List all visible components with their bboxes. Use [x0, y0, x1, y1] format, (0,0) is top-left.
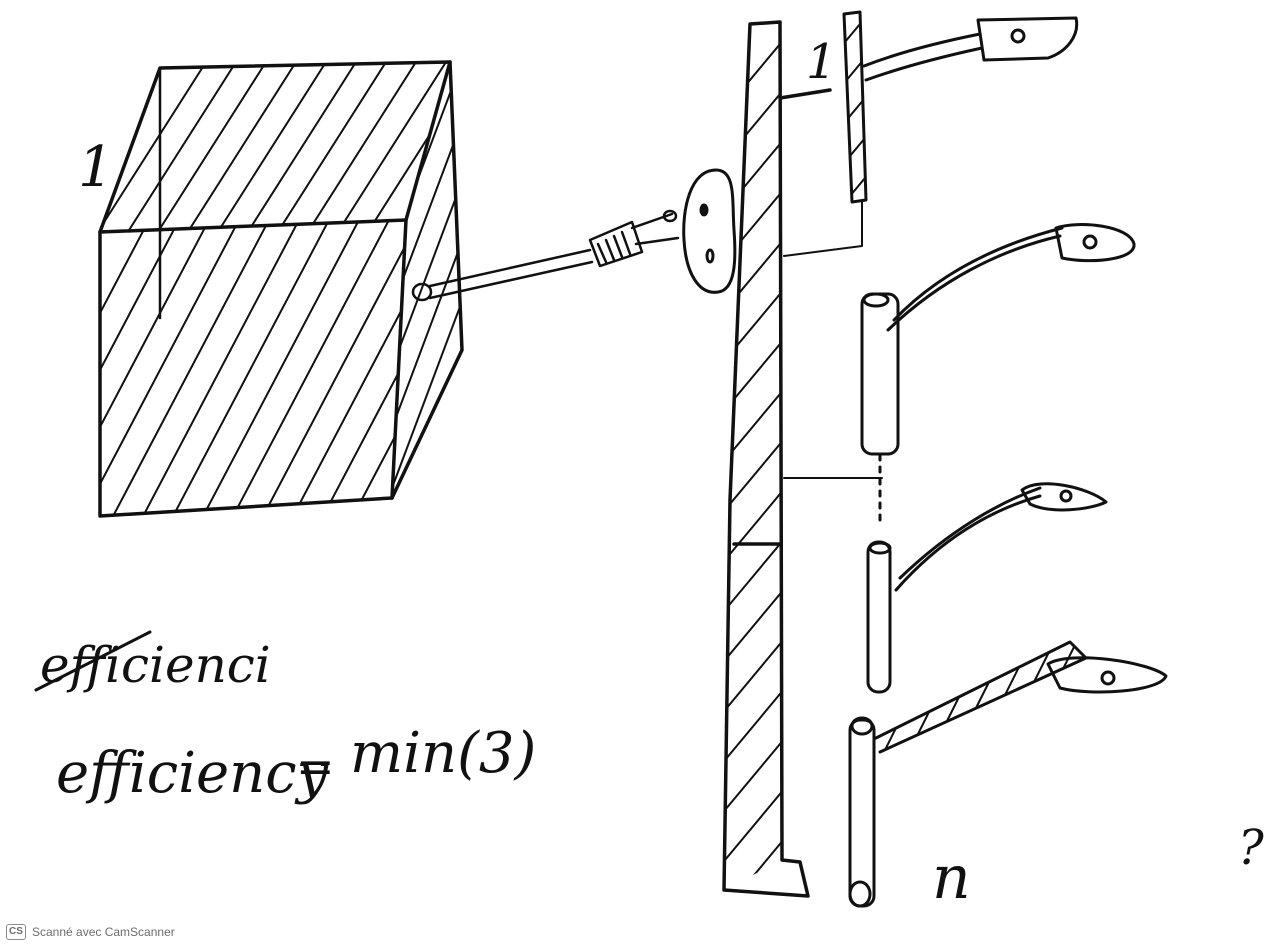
pole-wires: [783, 199, 883, 522]
scanner-text: Scanné avec CamScanner: [32, 925, 175, 939]
camscanner-logo: CS: [6, 924, 26, 940]
efficiency-formula: efficiency = min(3): [56, 721, 536, 806]
cube-outline: [98, 60, 464, 518]
crossed-out-word: efficienci: [34, 630, 271, 694]
street-lamp-n: [848, 640, 1168, 908]
formula-equals: =: [296, 739, 335, 793]
formula-left: efficiency: [56, 741, 330, 806]
top-lamp-label: 1: [806, 34, 837, 90]
cube: [98, 60, 464, 518]
corner-question-mark: ?: [1238, 820, 1264, 876]
crossed-word-text: efficienci: [40, 636, 271, 694]
street-lamp-1: [842, 10, 1079, 204]
bottom-label-n: n: [932, 843, 971, 913]
cube-hatching: [100, 62, 462, 516]
scanner-watermark: CS Scanné avec CamScanner: [6, 924, 175, 940]
plug-icon: [588, 209, 680, 268]
street-lamp-2: [860, 223, 1136, 456]
power-cable: [411, 248, 594, 302]
wall-socket-icon: [682, 168, 737, 294]
box-label: 1: [78, 135, 114, 200]
formula-right: min(3): [350, 721, 536, 786]
street-lamp-3: [866, 482, 1108, 694]
main-pole: [722, 20, 832, 898]
